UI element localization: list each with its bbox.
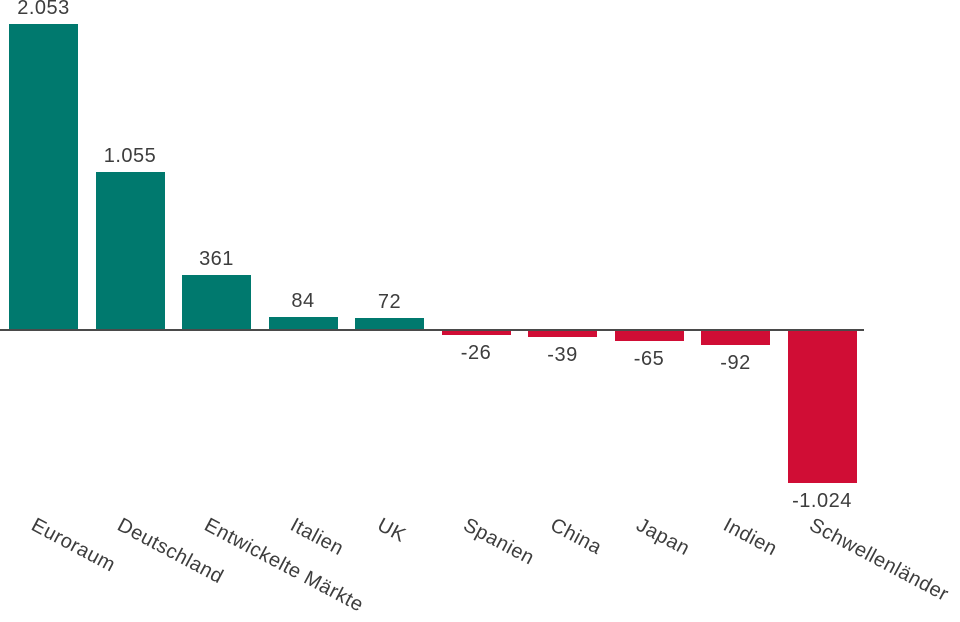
value-label-uk: 72 xyxy=(377,291,402,314)
x-axis-tick-label-spanien: Spanien xyxy=(459,514,538,570)
value-label-schwellenlaender: -1.024 xyxy=(792,490,852,513)
bar-japan xyxy=(614,331,684,341)
value-label-deutschland: 1.055 xyxy=(103,145,157,168)
value-label-italien: 84 xyxy=(291,289,315,312)
value-label-china: -39 xyxy=(547,343,578,366)
bar-uk xyxy=(355,318,424,329)
x-axis-tick-label-euroraum: Euroraum xyxy=(27,514,119,577)
x-axis-tick-label-italien: Italien xyxy=(286,514,348,561)
x-axis-tick-label-china: China xyxy=(546,514,605,560)
x-axis-tick-label-entwickelte-maerkte: Entwickelte Märkte xyxy=(200,514,367,617)
x-axis-tick-label-japan: Japan xyxy=(632,514,694,561)
value-label-euroraum: 2.053 xyxy=(17,0,70,19)
bar-entwickelte-maerkte xyxy=(182,275,251,329)
value-label-japan: -65 xyxy=(633,347,665,370)
bar-china xyxy=(528,331,597,337)
bar-italien xyxy=(268,316,338,329)
value-label-entwickelte-maerkte: 361 xyxy=(199,248,234,271)
x-axis-tick-label-schwellenlaender: Schwellenländer xyxy=(805,514,953,606)
bar-indien xyxy=(701,331,770,345)
x-axis-tick-label-indien: Indien xyxy=(719,514,781,561)
bar-schwellenlaender xyxy=(787,331,857,484)
bar-euroraum xyxy=(9,23,78,329)
value-label-spanien: -26 xyxy=(460,341,492,364)
x-axis-zero-line xyxy=(0,329,864,331)
bar-spanien xyxy=(441,331,511,335)
value-label-indien: -92 xyxy=(720,351,751,374)
x-axis-tick-label-uk: UK xyxy=(373,514,409,547)
bar-deutschland xyxy=(95,172,165,329)
